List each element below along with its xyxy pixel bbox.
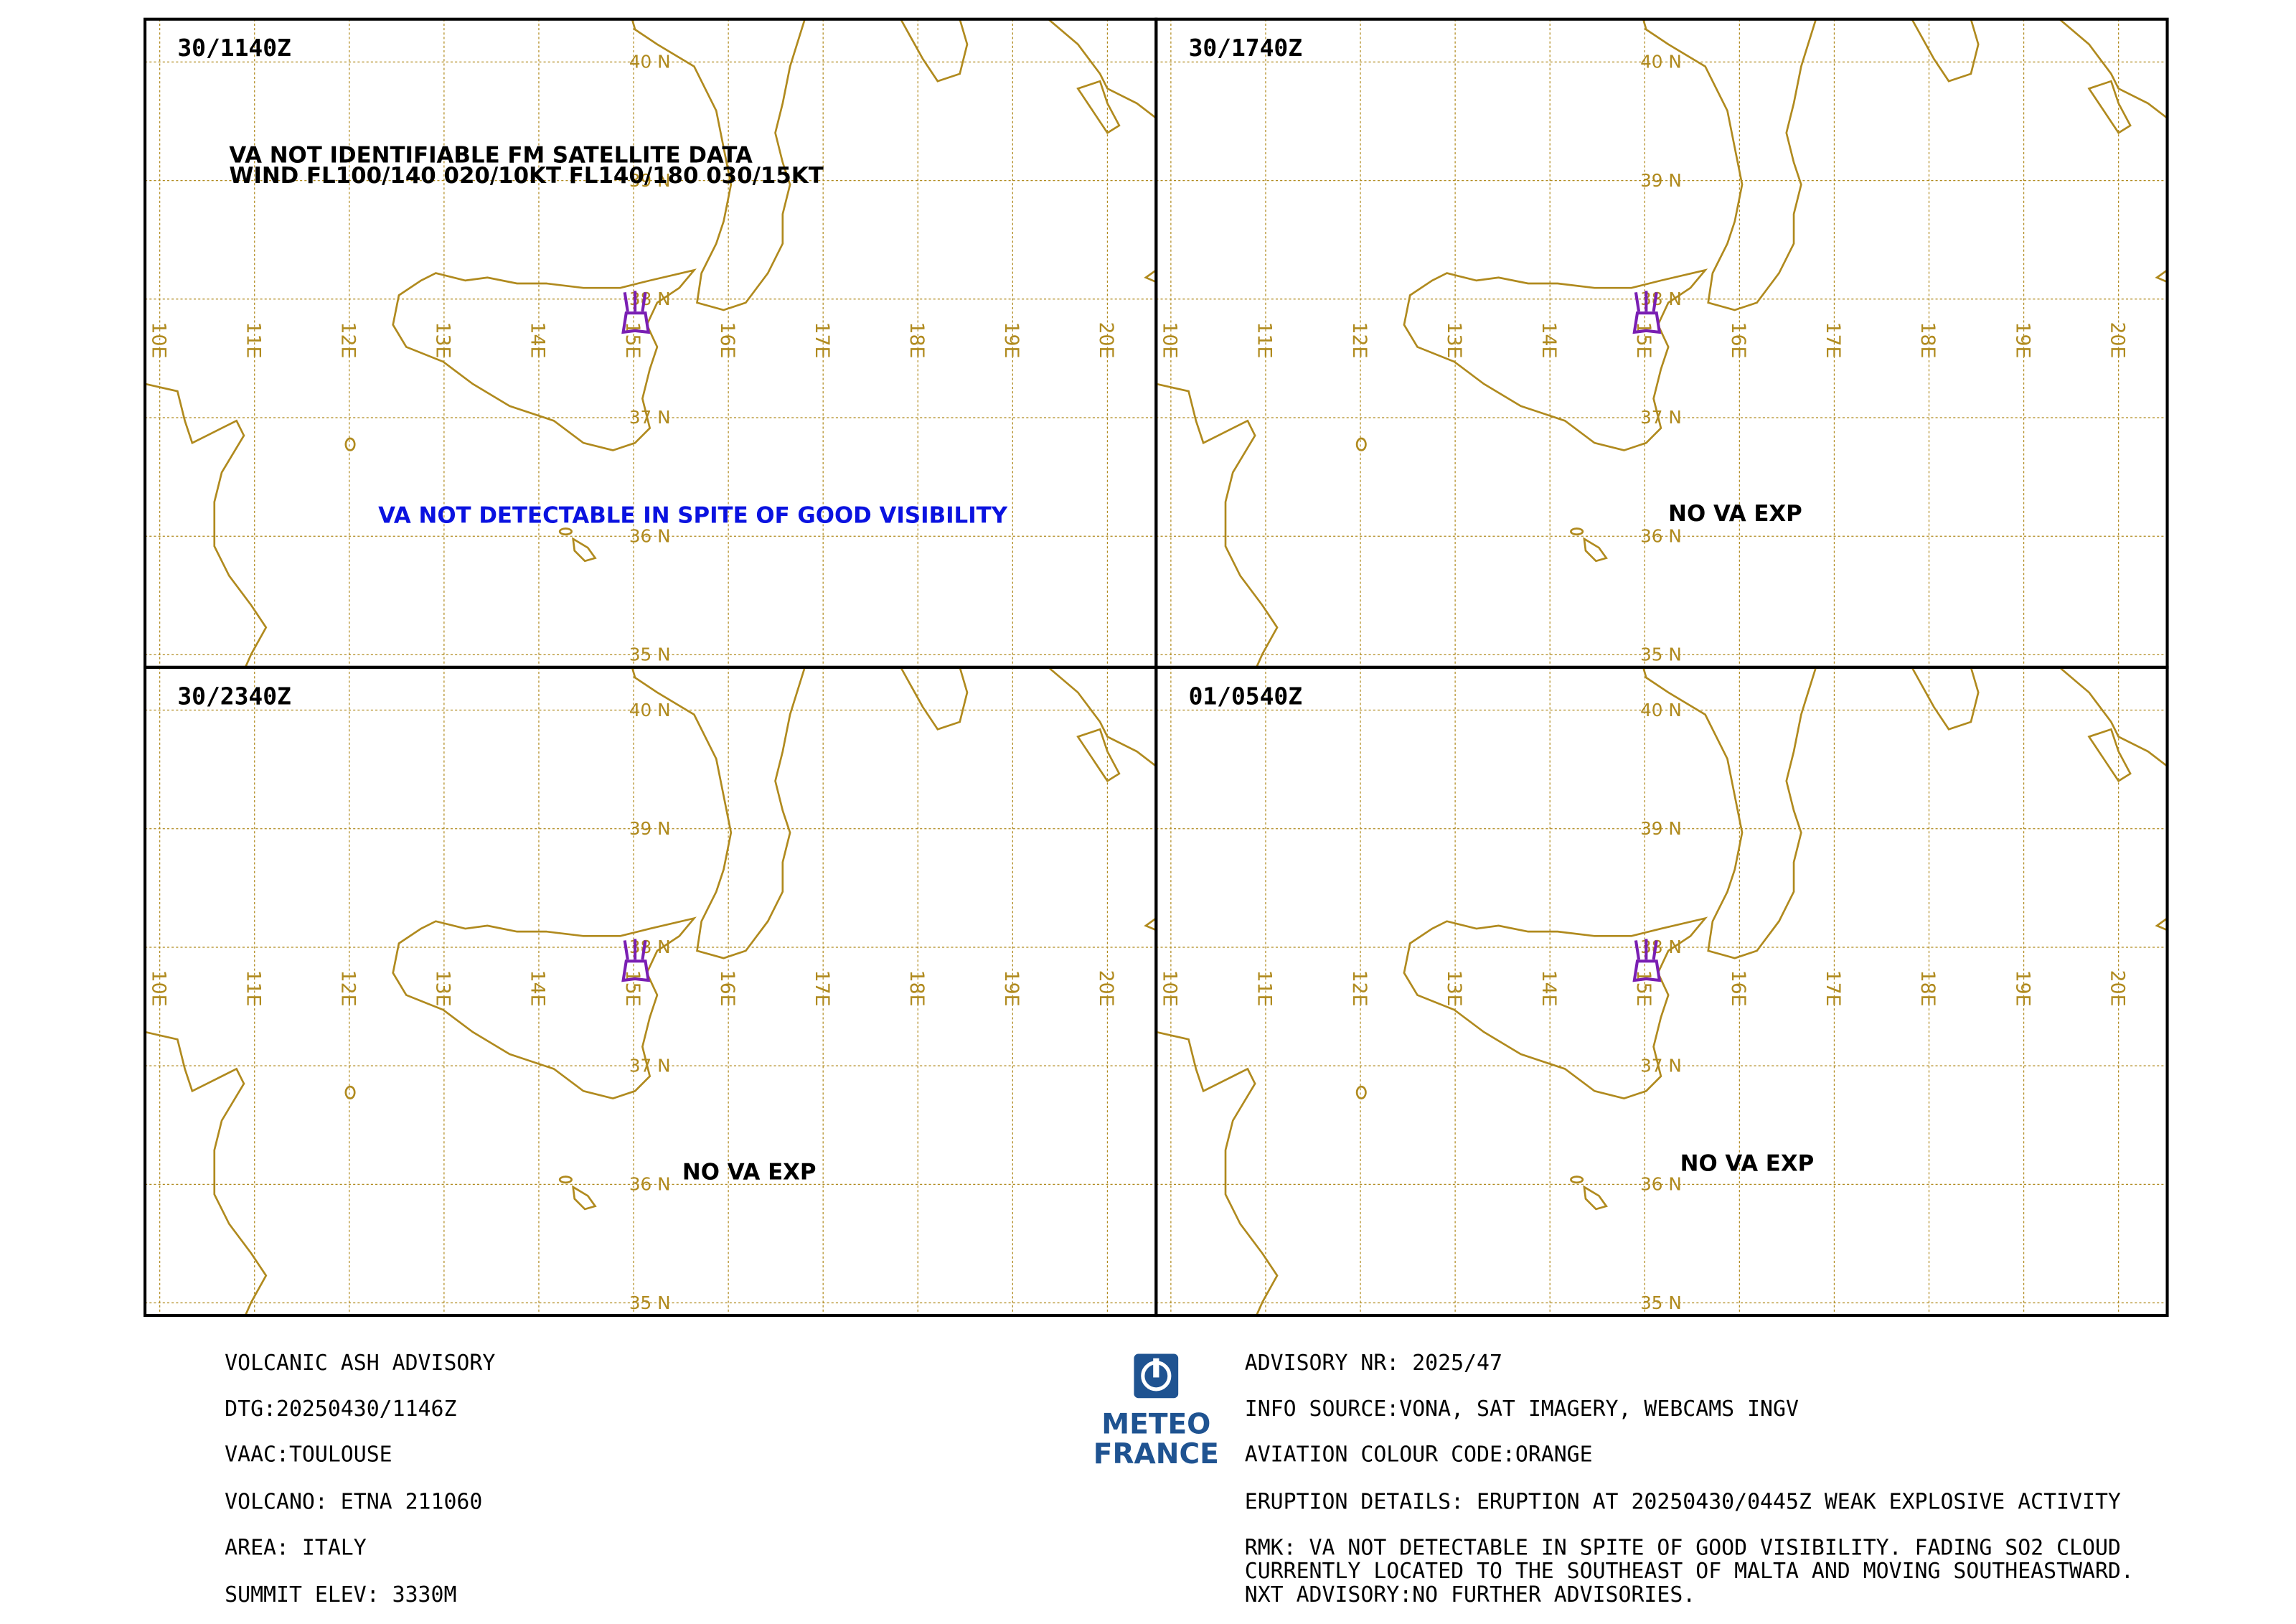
advisory-line: DTG:20250430/1146Z xyxy=(225,1397,456,1422)
longitude-label: 20E xyxy=(2106,970,2128,1007)
advisory-line: VOLCANIC ASH ADVISORY xyxy=(225,1351,495,1376)
latitude-label: 36 N xyxy=(629,1174,671,1195)
logo-text: METEO xyxy=(1101,1409,1210,1441)
longitude-label: 12E xyxy=(1348,970,1370,1007)
panel-remark: NO VA EXP xyxy=(1680,1150,1815,1176)
advisory-line: ADVISORY NR: 2025/47 xyxy=(1245,1351,1502,1376)
advisory-line: CURRENTLY LOCATED TO THE SOUTHEAST OF MA… xyxy=(1245,1559,2134,1584)
longitude-label: 10E xyxy=(147,970,169,1007)
panel-note: VA NOT IDENTIFIABLE FM SATELLITE DATA xyxy=(229,142,753,168)
latitude-label: 36 N xyxy=(1640,1174,1682,1195)
panel-time: 30/1140Z xyxy=(177,34,291,62)
longitude-label: 13E xyxy=(1443,970,1465,1007)
longitude-label: 17E xyxy=(811,970,833,1007)
longitude-label: 13E xyxy=(432,321,454,358)
longitude-label: 18E xyxy=(1916,321,1939,358)
longitude-label: 20E xyxy=(2106,321,2128,358)
advisory-line: RMK: VA NOT DETECTABLE IN SPITE OF GOOD … xyxy=(1245,1535,2121,1560)
longitude-label: 19E xyxy=(1000,321,1022,358)
longitude-label: 12E xyxy=(337,321,359,358)
latitude-label: 35 N xyxy=(1640,644,1682,665)
longitude-label: 18E xyxy=(905,321,928,358)
longitude-label: 20E xyxy=(1095,970,1117,1007)
longitude-label: 17E xyxy=(1822,321,1844,358)
longitude-label: 18E xyxy=(905,970,928,1007)
longitude-label: 11E xyxy=(1253,321,1276,358)
longitude-label: 17E xyxy=(811,321,833,358)
advisory-line: AREA: ITALY xyxy=(225,1535,367,1560)
panel-time: 30/1740Z xyxy=(1189,34,1303,62)
longitude-label: 10E xyxy=(1159,321,1181,358)
latitude-label: 40 N xyxy=(1640,52,1682,72)
latitude-label: 40 N xyxy=(629,700,671,721)
latitude-label: 36 N xyxy=(1640,525,1682,546)
panel-remark: VA NOT DETECTABLE IN SPITE OF GOOD VISIB… xyxy=(378,502,1008,528)
advisory-line: VAAC:TOULOUSE xyxy=(225,1442,392,1468)
latitude-label: 39 N xyxy=(629,818,671,839)
longitude-label: 18E xyxy=(1916,970,1939,1007)
panel-remark: NO VA EXP xyxy=(1668,501,1802,527)
longitude-label: 13E xyxy=(1443,321,1465,358)
advisory-line: ERUPTION DETAILS: ERUPTION AT 20250430/0… xyxy=(1245,1490,2121,1515)
longitude-label: 19E xyxy=(2011,321,2033,358)
longitude-label: 20E xyxy=(1095,321,1117,358)
logo-icon xyxy=(1134,1353,1179,1399)
longitude-label: 12E xyxy=(1348,321,1370,358)
longitude-label: 17E xyxy=(1822,970,1844,1007)
panel-border xyxy=(1154,665,2169,1318)
advisory-line: AVIATION COLOUR CODE:ORANGE xyxy=(1245,1442,1593,1468)
latitude-label: 35 N xyxy=(629,644,671,665)
longitude-label: 11E xyxy=(242,321,264,358)
panel-remark: NO VA EXP xyxy=(682,1160,817,1186)
panel-time: 01/0540Z xyxy=(1189,682,1303,710)
advisory-line: NXT ADVISORY:NO FURTHER ADVISORIES. xyxy=(1245,1582,1696,1607)
latitude-label: 35 N xyxy=(629,1292,671,1313)
longitude-label: 16E xyxy=(716,970,738,1007)
logo-text: FRANCE xyxy=(1093,1438,1219,1470)
latitude-label: 40 N xyxy=(1640,700,1682,721)
longitude-label: 19E xyxy=(1000,970,1022,1007)
latitude-label: 35 N xyxy=(1640,1292,1682,1313)
longitude-label: 16E xyxy=(1727,321,1749,358)
longitude-label: 12E xyxy=(337,970,359,1007)
longitude-label: 16E xyxy=(716,321,738,358)
advisory-line: INFO SOURCE:VONA, SAT IMAGERY, WEBCAMS I… xyxy=(1245,1397,1799,1422)
longitude-label: 19E xyxy=(2011,970,2033,1007)
longitude-label: 11E xyxy=(1253,970,1276,1007)
longitude-label: 10E xyxy=(147,321,169,358)
latitude-label: 39 N xyxy=(1640,170,1682,191)
longitude-label: 10E xyxy=(1159,970,1181,1007)
panel-note: WIND FL100/140 020/10KT FL140/180 030/15… xyxy=(229,163,823,189)
longitude-label: 14E xyxy=(527,970,549,1007)
longitude-label: 14E xyxy=(1538,321,1560,358)
longitude-label: 14E xyxy=(1538,970,1560,1007)
longitude-label: 11E xyxy=(242,970,264,1007)
advisory-line: SUMMIT ELEV: 3330M xyxy=(225,1582,456,1607)
longitude-label: 14E xyxy=(527,321,549,358)
latitude-label: 40 N xyxy=(629,52,671,72)
latitude-label: 39 N xyxy=(629,170,671,191)
longitude-label: 13E xyxy=(432,970,454,1007)
latitude-label: 39 N xyxy=(1640,818,1682,839)
latitude-label: 36 N xyxy=(629,525,671,546)
advisory-line: VOLCANO: ETNA 211060 xyxy=(225,1490,482,1515)
longitude-label: 16E xyxy=(1727,970,1749,1007)
panel-time: 30/2340Z xyxy=(177,682,291,710)
